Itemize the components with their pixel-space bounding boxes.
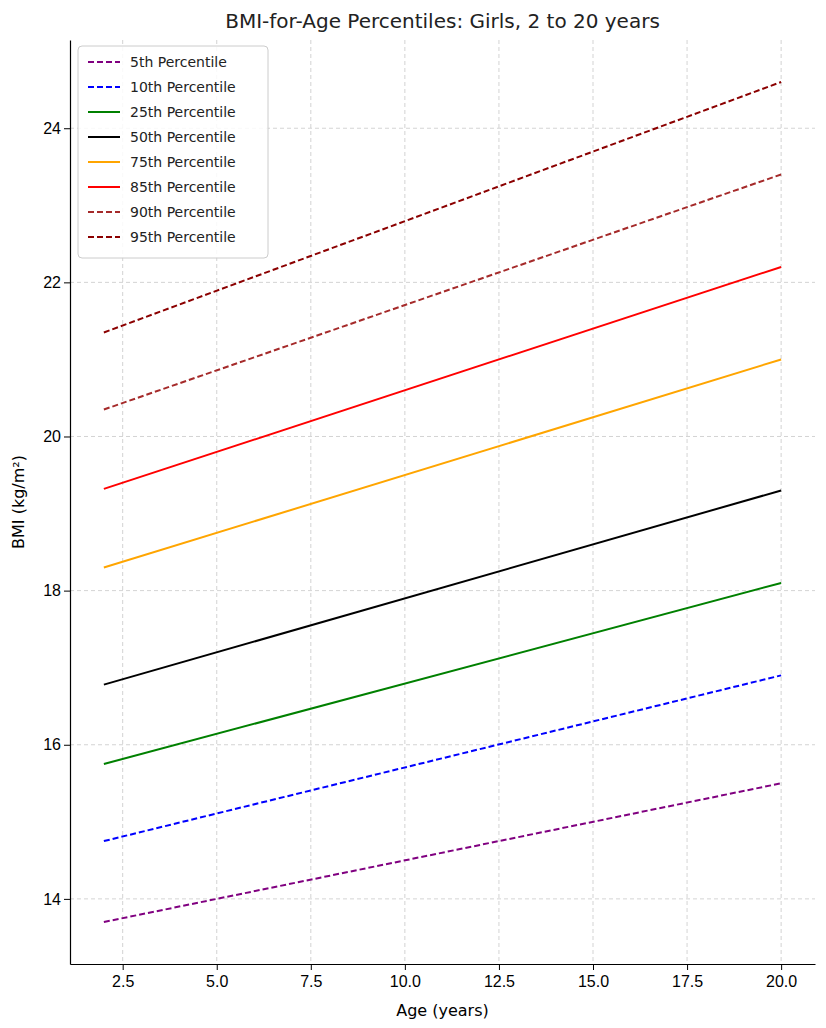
- grid: [70, 40, 815, 964]
- x-tick: 10.0: [390, 964, 421, 990]
- grid-line: [781, 40, 782, 964]
- y-tick-mark: [64, 591, 70, 592]
- x-tick-mark: [123, 964, 124, 970]
- grid-line: [310, 40, 311, 964]
- x-tick-mark: [499, 964, 500, 970]
- x-tick: 20.0: [766, 964, 797, 990]
- x-tick: 17.5: [672, 964, 703, 990]
- y-tick: 22: [43, 274, 70, 291]
- x-tick-label: 20.0: [766, 973, 797, 990]
- legend-swatch: [88, 111, 120, 113]
- legend-swatch: [88, 186, 120, 188]
- x-tick-label: 7.5: [300, 973, 322, 990]
- x-tick-mark: [687, 964, 688, 970]
- y-tick: 20: [43, 428, 70, 445]
- y-tick: 24: [43, 120, 70, 137]
- series-line: [104, 174, 781, 409]
- legend-box: [78, 46, 268, 258]
- legend: 5th Percentile 10th Percentile 25th Percen…: [78, 46, 268, 258]
- x-tick-mark: [781, 964, 782, 970]
- legend-swatch: [88, 136, 120, 138]
- y-axis-title: BMI (kg/m²): [9, 455, 28, 549]
- y-tick: 16: [43, 736, 70, 753]
- grid-line: [70, 436, 815, 437]
- y-tick-label: 14: [43, 891, 61, 908]
- y-tick-label: 18: [43, 582, 61, 599]
- y-axis-line: [70, 41, 71, 965]
- x-tick: 2.5: [112, 964, 134, 990]
- x-tick-label: 12.5: [484, 973, 515, 990]
- x-tick: 12.5: [484, 964, 515, 990]
- legend-label: 5th Percentile: [130, 54, 227, 70]
- title: BMI-for-Age Percentiles: Girls, 2 to 20 …: [225, 9, 660, 33]
- legend-label: 50th Percentile: [130, 129, 236, 145]
- x-axis-line: [71, 964, 816, 965]
- x-tick: 15.0: [578, 964, 609, 990]
- legend-label: 85th Percentile: [130, 179, 236, 195]
- legend-swatch: [88, 61, 120, 63]
- x-axis: 2.5 5.0 7.5 10.0 12.5 15.0 17.5 20.0: [71, 964, 816, 990]
- y-tick-mark: [64, 282, 70, 283]
- legend-swatch: [88, 86, 120, 88]
- grid-line: [70, 744, 815, 745]
- x-tick: 5.0: [206, 964, 228, 990]
- grid-line: [70, 590, 815, 591]
- x-tick: 7.5: [300, 964, 322, 990]
- legend-swatch: [88, 161, 120, 163]
- grid-line: [70, 898, 815, 899]
- legend-swatch: [88, 236, 120, 238]
- y-tick: 14: [43, 891, 70, 908]
- plot: 2.5 5.0 7.5 10.0 12.5 15.0 17.5 20.0 14 16 18 20 22 2…: [43, 40, 815, 990]
- legend-label: 25th Percentile: [130, 104, 236, 120]
- x-tick-label: 10.0: [390, 973, 421, 990]
- y-tick: 18: [43, 582, 70, 599]
- y-tick-label: 22: [43, 274, 61, 291]
- legend-label: 95th Percentile: [130, 229, 236, 245]
- x-tick-mark: [311, 964, 312, 970]
- series-line: [104, 267, 781, 489]
- series-line: [104, 82, 781, 332]
- x-tick-mark: [593, 964, 594, 970]
- x-tick-mark: [405, 964, 406, 970]
- y-tick-mark: [64, 436, 70, 437]
- x-tick-label: 17.5: [672, 973, 703, 990]
- chart: 2.5 5.0 7.5 10.0 12.5 15.0 17.5 20.0 14 16 18 20 22 2…: [0, 0, 826, 1028]
- series-line: [104, 783, 781, 922]
- legend-label: 10th Percentile: [130, 79, 236, 95]
- y-tick-label: 16: [43, 736, 61, 753]
- series-line: [104, 359, 781, 567]
- y-tick-mark: [64, 745, 70, 746]
- legend-label: 75th Percentile: [130, 154, 236, 170]
- grid-line: [498, 40, 499, 964]
- y-tick-mark: [64, 899, 70, 900]
- y-axis: 14 16 18 20 22 24: [43, 41, 70, 965]
- legend-label: 90th Percentile: [130, 204, 236, 220]
- x-axis-title: Age (years): [396, 1001, 489, 1020]
- x-tick-label: 15.0: [578, 973, 609, 990]
- y-tick-mark: [64, 128, 70, 129]
- grid-line: [404, 40, 405, 964]
- y-tick-label: 24: [43, 120, 61, 137]
- series-line: [104, 490, 781, 684]
- x-tick-label: 5.0: [206, 973, 228, 990]
- grid-line: [687, 40, 688, 964]
- x-tick-label: 2.5: [112, 973, 134, 990]
- grid-line: [593, 40, 594, 964]
- lines: [104, 82, 781, 922]
- y-tick-label: 20: [43, 428, 61, 445]
- series-line: [104, 583, 781, 764]
- grid-line: [70, 282, 815, 283]
- x-tick-mark: [217, 964, 218, 970]
- series-line: [104, 675, 781, 841]
- legend-swatch: [88, 211, 120, 213]
